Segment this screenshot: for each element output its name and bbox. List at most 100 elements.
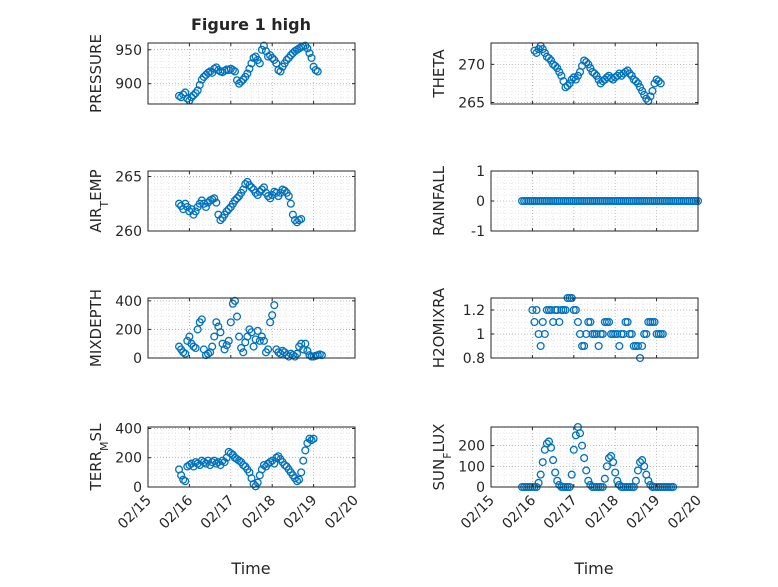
data-point bbox=[301, 446, 310, 455]
data-point bbox=[631, 476, 640, 485]
data-point bbox=[235, 79, 244, 88]
subplot-theta: 265 270 THETA bbox=[430, 41, 699, 111]
data-point bbox=[642, 329, 651, 339]
data-point bbox=[546, 443, 556, 452]
data-point bbox=[239, 460, 248, 470]
data-point bbox=[197, 315, 206, 324]
data-point bbox=[195, 80, 204, 90]
data-point bbox=[259, 41, 268, 50]
y-tick-label: 400 bbox=[115, 294, 142, 310]
y-tick-label: 1.2 bbox=[463, 303, 485, 319]
data-point bbox=[189, 342, 198, 351]
axes-box bbox=[490, 426, 699, 488]
data-point bbox=[542, 439, 551, 448]
data-point bbox=[266, 458, 275, 467]
data-point bbox=[230, 67, 239, 76]
data-point bbox=[181, 349, 190, 358]
data-point bbox=[584, 476, 593, 485]
axes-box bbox=[147, 426, 356, 488]
data-point bbox=[245, 64, 254, 73]
data-point bbox=[264, 345, 273, 354]
data-point bbox=[235, 456, 244, 465]
data-point bbox=[237, 343, 246, 353]
data-point bbox=[635, 458, 645, 467]
data-point bbox=[311, 66, 320, 75]
data-point bbox=[538, 317, 547, 327]
data-point bbox=[272, 453, 281, 462]
data-point bbox=[631, 77, 640, 86]
data-point bbox=[284, 192, 293, 201]
axes-box bbox=[490, 297, 699, 359]
data-point bbox=[305, 434, 314, 443]
data-point bbox=[210, 194, 219, 203]
data-point bbox=[185, 460, 194, 470]
data-point bbox=[255, 336, 264, 345]
data-point bbox=[183, 94, 192, 103]
data-point bbox=[259, 460, 268, 470]
y-axis-label: PRESSURE bbox=[87, 34, 105, 113]
data-point bbox=[538, 458, 547, 467]
data-point bbox=[582, 58, 591, 67]
y-tick-label: 0 bbox=[476, 194, 485, 210]
y-tick-label: 265 bbox=[458, 95, 485, 111]
data-series bbox=[517, 196, 703, 206]
data-point bbox=[594, 341, 603, 351]
data-point bbox=[613, 476, 622, 485]
y-tick-label: 265 bbox=[115, 169, 142, 185]
data-point bbox=[303, 346, 312, 355]
data-point bbox=[615, 341, 624, 351]
data-point bbox=[528, 305, 537, 315]
data-point bbox=[309, 434, 318, 443]
data-point bbox=[530, 317, 539, 327]
x-axis-label-right: Time bbox=[573, 559, 613, 578]
y-tick-label: 260 bbox=[115, 224, 142, 240]
data-point bbox=[239, 348, 248, 357]
data-point bbox=[179, 348, 188, 357]
data-point bbox=[532, 305, 541, 315]
data-point bbox=[175, 91, 184, 100]
data-point bbox=[305, 49, 314, 58]
data-point bbox=[243, 332, 252, 341]
data-point bbox=[216, 328, 225, 337]
y-tick-label: 0 bbox=[476, 480, 485, 496]
data-point bbox=[191, 207, 200, 216]
data-point bbox=[268, 53, 277, 62]
y-tick-label: 200 bbox=[115, 322, 142, 338]
data-point bbox=[563, 81, 572, 90]
data-point bbox=[638, 341, 647, 351]
data-point bbox=[212, 459, 221, 468]
data-point bbox=[249, 53, 258, 62]
data-point bbox=[295, 475, 304, 484]
data-point bbox=[189, 91, 198, 100]
data-point bbox=[604, 453, 614, 463]
data-point bbox=[222, 341, 231, 350]
data-point bbox=[179, 475, 188, 484]
y-axis-label: TERRMSL bbox=[87, 423, 111, 492]
data-point bbox=[578, 441, 587, 450]
data-point bbox=[220, 458, 229, 467]
data-point bbox=[648, 86, 657, 96]
data-point bbox=[183, 202, 192, 212]
data-point bbox=[654, 77, 663, 86]
data-point bbox=[212, 318, 221, 327]
data-point bbox=[230, 196, 239, 205]
y-tick-label: -1 bbox=[471, 224, 485, 240]
data-point bbox=[609, 458, 618, 467]
y-tick-label: 200 bbox=[458, 439, 485, 455]
data-point bbox=[280, 460, 289, 470]
data-point bbox=[627, 329, 636, 339]
data-point bbox=[224, 336, 233, 345]
data-point bbox=[216, 216, 225, 225]
y-tick-label: 0 bbox=[133, 480, 142, 496]
data-point bbox=[575, 429, 585, 438]
data-point bbox=[203, 349, 213, 358]
data-point bbox=[259, 183, 268, 192]
subplot-mixdepth: 0 200 400 MIXDEPTH bbox=[87, 289, 356, 367]
data-point bbox=[239, 185, 248, 194]
y-axis-label: RAINFALL bbox=[430, 165, 448, 236]
data-point bbox=[536, 470, 545, 479]
data-point bbox=[266, 318, 275, 327]
data-point bbox=[642, 94, 651, 103]
